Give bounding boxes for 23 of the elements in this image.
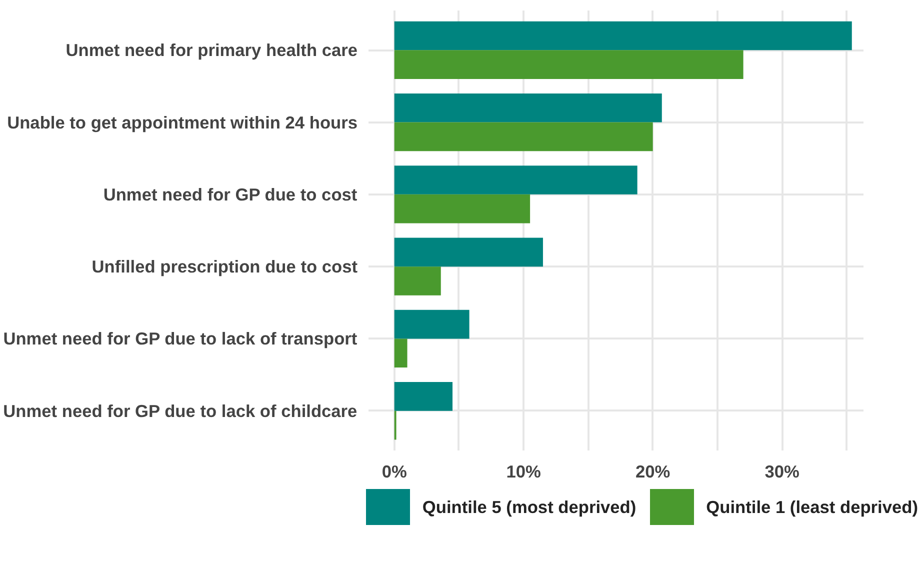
legend-label: Quintile 1 (least deprived) (706, 496, 918, 519)
x-tick-label: 30% (764, 462, 800, 482)
bar (394, 238, 543, 267)
bar (394, 50, 744, 80)
y-tick-label: Unable to get appointment within 24 hours (7, 112, 358, 132)
y-tick-label: Unmet need for GP due to cost (103, 184, 358, 204)
y-tick-label: Unfilled prescription due to cost (92, 256, 358, 277)
bar (394, 194, 530, 224)
y-tick-label: Unmet need for primary health care (66, 40, 358, 60)
bar (394, 166, 638, 194)
bar (394, 266, 441, 296)
bar (394, 122, 653, 152)
x-tick-label: 10% (506, 462, 541, 482)
x-tick-label: 20% (635, 462, 670, 482)
bar (394, 310, 470, 339)
bar (394, 21, 852, 50)
bar (394, 93, 662, 122)
y-tick-label: Unmet need for GP due to lack of transport (3, 328, 358, 349)
legend-label: Quintile 5 (most deprived) (422, 496, 636, 519)
bar (394, 382, 453, 411)
y-tick-label: Unmet need for GP due to lack of childcare (3, 400, 358, 421)
bar (394, 338, 408, 368)
x-tick-label: 0% (382, 462, 407, 482)
